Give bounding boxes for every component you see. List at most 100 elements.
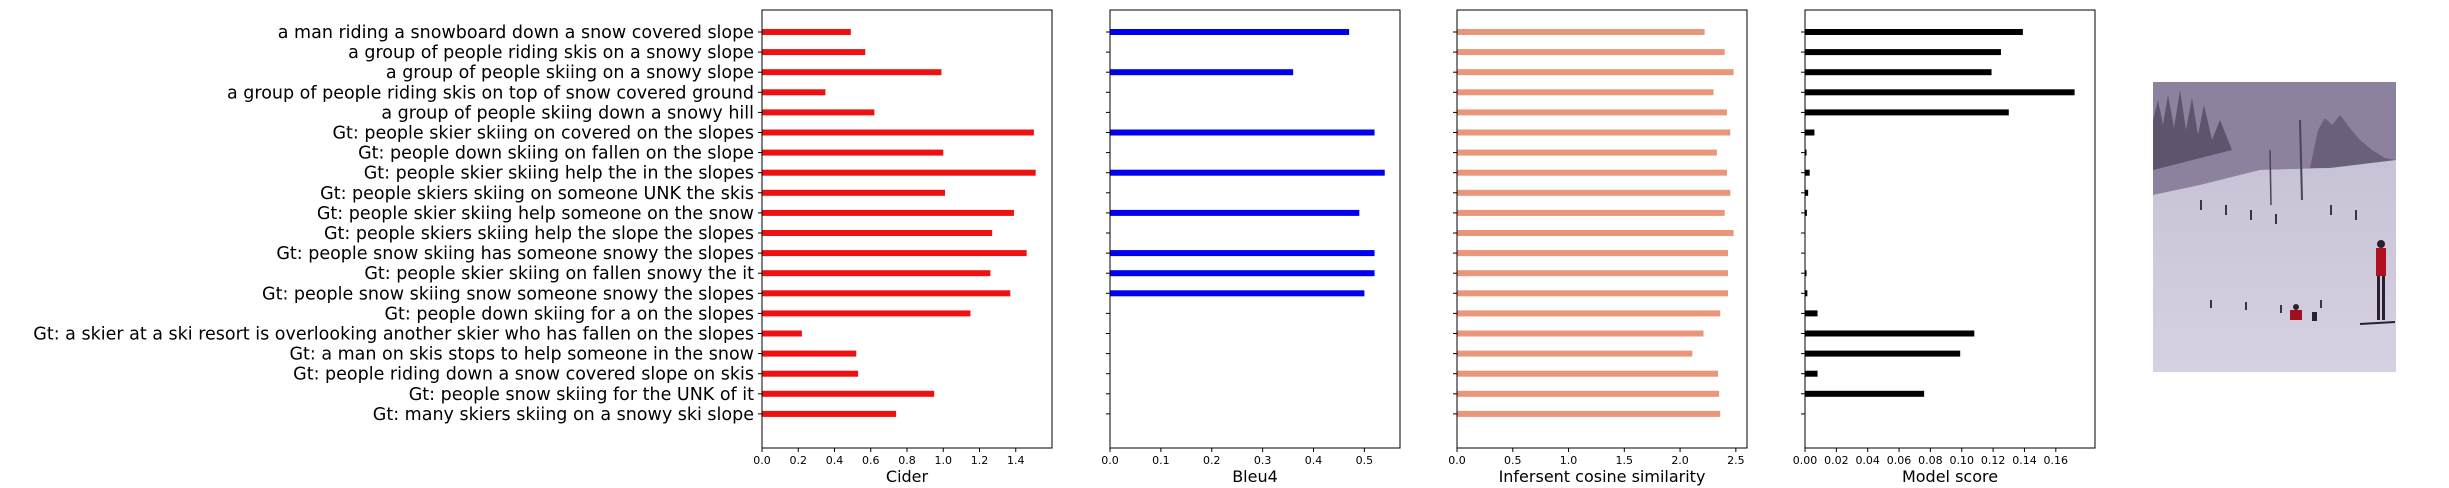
category-label: Gt: people snow skiing for the UNK of it (409, 385, 754, 405)
x-tick-label: 0.02 (1824, 454, 1849, 467)
bar (1805, 270, 1807, 277)
bar (1805, 350, 1961, 357)
bar (1457, 129, 1731, 136)
bar (1457, 230, 1734, 236)
axis-frame (1109, 9, 1401, 449)
panel-2: 0.0 0.5 1.0 1.5 2.0 2.5 Infersent cosine simil… (1448, 9, 1748, 486)
x-tick-label: 0.0 (753, 454, 771, 467)
bar (1457, 189, 1731, 196)
x-tick-label: 1.5 (1616, 454, 1634, 467)
axis-frame (1804, 9, 2096, 449)
bar (1110, 270, 1375, 277)
bar (1457, 29, 1705, 35)
bar (1457, 310, 1721, 317)
x-tick-label: 2.0 (1671, 454, 1689, 467)
x-tick-label: 0.8 (898, 454, 916, 467)
bar (1457, 69, 1734, 76)
x-tick-label: 0.2 (1203, 454, 1221, 467)
x-tick-label: 0.5 (1356, 454, 1374, 467)
bar (1457, 49, 1725, 56)
bar (762, 49, 866, 56)
x-tick-label: 0.1 (1152, 454, 1170, 467)
category-label: Gt: people snow skiing has someone snowy… (276, 244, 754, 264)
bar (1805, 29, 2023, 35)
bar (1805, 330, 1975, 337)
axis-frame (761, 9, 1053, 449)
bar (1457, 350, 1693, 357)
ski-slope-photo (2153, 82, 2396, 372)
bar (762, 89, 826, 96)
x-tick-label: 0.0 (1101, 454, 1119, 467)
bar (762, 230, 993, 236)
bar (1805, 149, 1807, 156)
bar (762, 209, 1014, 216)
x-axis-title: Cider (886, 467, 929, 486)
bar (1805, 89, 2075, 96)
x-tick-label: 0.4 (826, 454, 844, 467)
bar (762, 390, 935, 397)
category-label: a group of people riding skis on top of … (227, 83, 754, 103)
category-label: Gt: many skiers skiing on a snowy ski sl… (373, 405, 754, 425)
category-label: Gt: a skier at a ski resort is overlooki… (33, 325, 754, 345)
category-label: Gt: people skier skiing on fallen snowy … (364, 264, 754, 284)
x-tick-label: 0.12 (1981, 454, 2006, 467)
bar (1110, 290, 1365, 297)
bar (1110, 169, 1385, 176)
category-label: Gt: people skier skiing help the in the … (364, 164, 754, 184)
bar (1805, 109, 2009, 116)
x-axis-title: Bleu4 (1232, 467, 1278, 486)
bar (1457, 250, 1729, 257)
x-tick-label: 0.16 (2044, 454, 2069, 467)
bar (762, 310, 971, 317)
panel-0: 0.0 0.2 0.4 0.6 0.8 1.0 1.2 1.4 Cider (753, 9, 1053, 486)
bar (762, 129, 1034, 136)
category-label: a group of people skiing on a snowy slop… (386, 63, 754, 83)
category-label: Gt: people snow skiing snow someone snow… (262, 284, 754, 304)
bar (762, 250, 1027, 257)
category-label: Gt: people skiers skiing on someone UNK … (320, 184, 754, 204)
bar (1805, 169, 1810, 176)
bar (1457, 330, 1704, 337)
bar (1805, 129, 1815, 136)
bar (762, 109, 875, 116)
x-tick-label: 2.5 (1727, 454, 1745, 467)
bar (1805, 390, 1925, 397)
category-label: a group of people skiing down a snowy hi… (381, 103, 754, 123)
category-label: Gt: people skier skiing help someone on … (317, 204, 754, 224)
bar (1805, 69, 1992, 76)
bar (1457, 89, 1714, 96)
category-label: a man riding a snowboard down a snow cov… (278, 23, 754, 43)
category-label: Gt: people skiers skiing help the slope … (324, 224, 754, 244)
x-tick-label: 0.00 (1793, 454, 1818, 467)
x-tick-label: 0.6 (862, 454, 880, 467)
bar (1805, 189, 1809, 196)
bar (1457, 390, 1720, 397)
bar (762, 410, 897, 417)
x-tick-label: 0.04 (1855, 454, 1880, 467)
bar (1457, 270, 1729, 277)
category-label: Gt: people down skiing on fallen on the … (358, 144, 754, 164)
bar (1805, 49, 2001, 56)
bar (1805, 370, 1818, 377)
x-axis-title: Infersent cosine similarity (1499, 467, 1706, 486)
panel-1: 0.0 0.1 0.2 0.3 0.4 0.5 Bleu4 (1101, 9, 1401, 486)
bar (762, 370, 859, 377)
category-label: Gt: people skier skiing on covered on th… (332, 124, 754, 144)
x-tick-label: 0.3 (1254, 454, 1272, 467)
category-label: a group of people riding skis on a snowy… (348, 43, 754, 63)
bar (762, 350, 857, 357)
bar (1457, 149, 1717, 156)
category-label: Gt: people riding down a snow covered sl… (293, 365, 754, 385)
bar (762, 149, 944, 156)
bar (762, 270, 991, 277)
x-tick-label: 0.4 (1305, 454, 1323, 467)
bar (1457, 290, 1729, 297)
x-tick-label: 1.4 (1007, 454, 1025, 467)
category-label: Gt: people down skiing for a on the slop… (384, 304, 754, 324)
category-labels: a man riding a snowboard down a snow cov… (33, 23, 754, 425)
panel-3: 0.00 0.02 0.04 0.06 0.08 0.10 0.12 0.14 0.16 Mode… (1793, 9, 2096, 486)
bar (762, 29, 851, 35)
axis-frame (1456, 9, 1748, 449)
bar (1805, 290, 1808, 297)
